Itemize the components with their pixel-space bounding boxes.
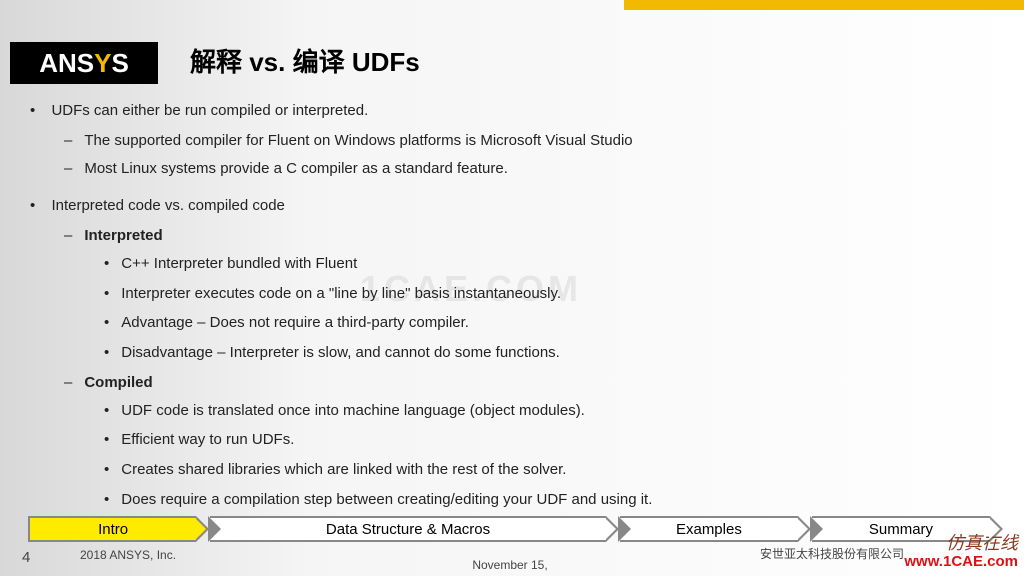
bullet-text: Interpreted code vs. compiled code: [51, 197, 284, 214]
bullet-l2: Compiled UDF code is translated once int…: [64, 372, 994, 511]
top-accent-bar: [624, 0, 1024, 10]
bullet-l3: UDF code is translated once into machine…: [104, 400, 994, 422]
bullet-l3: C++ Interpreter bundled with Fluent: [104, 253, 994, 275]
logo-text-y: Y: [94, 48, 111, 79]
nav-label: Summary: [869, 521, 933, 538]
slide-title: 解释 vs. 编译 UDFs: [190, 42, 420, 79]
nav-item-examples[interactable]: Examples: [620, 516, 798, 542]
bullet-l2: The supported compiler for Fluent on Win…: [64, 130, 994, 152]
slide-content: UDFs can either be run compiled or inter…: [30, 100, 994, 527]
bullet-l2: Interpreted C++ Interpreter bundled with…: [64, 225, 994, 364]
copyright: 2018 ANSYS, Inc.: [80, 548, 176, 562]
bullet-l1: UDFs can either be run compiled or inter…: [30, 100, 994, 179]
bullet-l3: Creates shared libraries which are linke…: [104, 459, 994, 481]
watermark-right: 仿真在线 www.1CAE.com: [904, 534, 1018, 570]
nav-item-intro[interactable]: Intro: [28, 516, 196, 542]
company-name-cn: 安世亚太科技股份有限公司: [760, 545, 904, 562]
footer: 4 2018 ANSYS, Inc. November 15, 安世亚太科技股份…: [0, 544, 1024, 572]
bullet-l3: Interpreter executes code on a "line by …: [104, 283, 994, 305]
nav-label: Examples: [676, 521, 742, 538]
bullet-l3: Advantage – Does not require a third-par…: [104, 312, 994, 334]
bullet-l3: Disadvantage – Interpreter is slow, and …: [104, 342, 994, 364]
nav-item-data-structure-macros[interactable]: Data Structure & Macros: [210, 516, 606, 542]
bullet-l3: Efficient way to run UDFs.: [104, 429, 994, 451]
bullet-text: UDFs can either be run compiled or inter…: [51, 102, 368, 119]
watermark-url: www.1CAE.com: [904, 554, 1018, 571]
nav-label: Intro: [98, 521, 128, 538]
bullet-l1: Interpreted code vs. compiled code Inter…: [30, 195, 994, 510]
ansys-logo: ANSYS: [10, 42, 158, 84]
bullet-l3: Does require a compilation step between …: [104, 489, 994, 511]
footer-date: November 15,: [450, 558, 570, 572]
nav-label: Data Structure & Macros: [326, 521, 490, 538]
page-number: 4: [22, 549, 30, 566]
bullet-l2: Most Linux systems provide a C compiler …: [64, 158, 994, 180]
logo-text-s: S: [111, 48, 128, 79]
nav-bar: Intro Data Structure & Macros Examples Summ…: [28, 516, 1004, 542]
logo-text-a: ANS: [39, 48, 94, 79]
